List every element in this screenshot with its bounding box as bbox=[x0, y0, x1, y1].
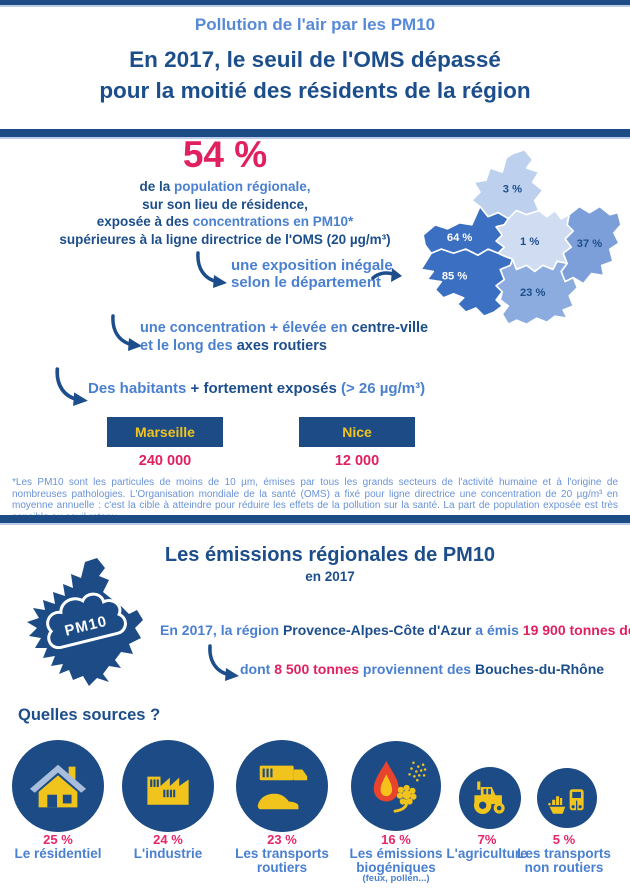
source-circle-biogenic bbox=[351, 741, 441, 831]
callout-exposed-dark: + fortement exposés bbox=[190, 380, 341, 397]
callout-highly-exposed: Des habitants + fortement exposés (> 26 … bbox=[88, 380, 425, 397]
callout-exposed-light2: (> 26 µg/m³) bbox=[341, 380, 426, 397]
source-circle-road-transport bbox=[236, 740, 328, 832]
exposed-population-description: de la population régionale, sur son lieu… bbox=[0, 178, 450, 248]
callout-city-line2-dark: axes routiers bbox=[236, 338, 327, 354]
city-value-nice: 12 000 bbox=[334, 453, 380, 469]
source-circle-agriculture bbox=[459, 767, 521, 829]
curved-arrow-icon bbox=[196, 251, 227, 288]
callout-city-concentration: une concentration + élevée en centre-vil… bbox=[140, 319, 428, 355]
map-label-var: 23 % bbox=[520, 287, 546, 299]
emissions-total-line: En 2017, la région Provence-Alpes-Côte d… bbox=[160, 622, 630, 638]
emissions-line1-tonnes: 19 900 tonnes de PM10 bbox=[522, 622, 630, 638]
callout-unequal-line2: selon le département bbox=[231, 274, 382, 291]
hero-line-2: sur son lieu de résidence, bbox=[142, 196, 308, 212]
source-circle-industry bbox=[122, 740, 214, 832]
emissions-bdr-line: dont 8 500 tonnes proviennent des Bouche… bbox=[240, 661, 604, 677]
hero-line-3: exposée à des concentrations en PM10* bbox=[0, 213, 450, 231]
header-rule bbox=[0, 129, 630, 139]
curved-arrow-icon bbox=[111, 314, 142, 351]
map-alpes-maritimes bbox=[560, 205, 622, 285]
source-circle-residential bbox=[12, 740, 104, 832]
map-vaucluse bbox=[422, 205, 510, 257]
source-pct: 25 % bbox=[43, 832, 73, 847]
fire-pollen-icon bbox=[373, 760, 427, 813]
right-arrow-icon bbox=[371, 268, 402, 282]
callout-city-line1-light: une concentration + élevée en bbox=[140, 320, 352, 336]
source-pct: 24 % bbox=[153, 832, 183, 847]
hero-line-3-light: concentrations en PM10* bbox=[192, 214, 354, 229]
curved-arrow-icon bbox=[208, 644, 239, 681]
map-label-vaucluse: 64 % bbox=[447, 232, 473, 244]
hero-line-1: de la population régionale, bbox=[0, 178, 450, 196]
emissions-line1-region: Provence-Alpes-Côte d'Azur bbox=[282, 622, 472, 638]
tractor-icon bbox=[473, 781, 505, 815]
page-title-line1: En 2017, le seuil de l'OMS dépassé bbox=[129, 47, 501, 72]
source-label-residential: 25 % Le résidentiel bbox=[3, 833, 113, 861]
emissions-subtitle: en 2017 bbox=[305, 569, 355, 584]
source-pct: 7% bbox=[477, 832, 497, 847]
page-title-line2: pour la moitié des résidents de la régio… bbox=[99, 78, 531, 103]
top-rule bbox=[0, 0, 630, 7]
pm10-cloud-icon: PM10 bbox=[46, 592, 127, 650]
source-label-agriculture: 7% L'agriculture bbox=[428, 833, 546, 861]
exposed-population-percentage: 54 % bbox=[182, 134, 268, 175]
truck-car-icon bbox=[257, 765, 308, 810]
page-title: En 2017, le seuil de l'OMS dépassé pour … bbox=[0, 44, 630, 106]
source-circle-non-road-transport bbox=[537, 768, 597, 828]
callout-unequal-exposure: une exposition inégale selon le départem… bbox=[231, 257, 393, 291]
city-value-marseille: 240 000 bbox=[138, 453, 192, 469]
hero-line-1-dark: de la bbox=[139, 179, 174, 194]
region-silhouette-pm10-cloud: PM10 bbox=[27, 558, 143, 686]
ship-train-icon bbox=[548, 789, 584, 814]
city-box-marseille: Marseille bbox=[107, 417, 223, 447]
source-name: Les transports non routiers bbox=[517, 846, 611, 875]
source-name: Les émissions biogéniques bbox=[349, 846, 443, 875]
curved-arrow-icon bbox=[55, 367, 88, 406]
map-label-alpes-de-haute-provence: 1 % bbox=[520, 236, 539, 248]
callout-unequal-line1: une exposition inégale bbox=[231, 257, 393, 274]
source-pct: 5 % bbox=[552, 832, 576, 847]
emissions-line2-light2: proviennent des bbox=[359, 661, 475, 677]
department-exposure-map: 3 % 1 % 37 % 64 % 85 % 23 % bbox=[420, 148, 622, 326]
emissions-line1-light2: a émis bbox=[471, 622, 523, 638]
callout-city-line2: et le long des axes routiers bbox=[140, 337, 428, 355]
callout-exposed-light1: Des habitants bbox=[88, 380, 191, 397]
emissions-title: Les émissions régionales de PM10 bbox=[164, 544, 496, 566]
hero-line-3-dark: exposée à des bbox=[96, 214, 193, 229]
emissions-line2-department: Bouches-du-Rhône bbox=[474, 661, 605, 677]
map-bouches-du-rhone bbox=[420, 248, 514, 317]
source-label-non-road-transport: 5 % Les transports non routiers bbox=[508, 833, 620, 874]
callout-city-line1: une concentration + élevée en centre-vil… bbox=[140, 319, 428, 337]
hero-line-1-light: population régionale, bbox=[174, 179, 311, 194]
hero-line-4: supérieures à la ligne directrice de l'O… bbox=[59, 231, 391, 247]
map-label-hautes-alpes: 3 % bbox=[503, 183, 522, 195]
kicker: Pollution de l'air par les PM10 bbox=[194, 15, 436, 34]
map-var bbox=[495, 258, 579, 326]
callout-city-line2-light: et le long des bbox=[140, 338, 237, 354]
map-label-bouches-du-rhone: 85 % bbox=[442, 271, 468, 283]
house-icon bbox=[29, 764, 87, 808]
map-label-alpes-maritimes: 37 % bbox=[577, 238, 603, 250]
emissions-line2-tonnes: 8 500 tonnes bbox=[274, 661, 360, 677]
section-divider bbox=[0, 515, 630, 525]
source-pct: 23 % bbox=[267, 832, 297, 847]
source-name: L'agriculture bbox=[446, 846, 528, 861]
callout-city-line1-dark: centre-ville bbox=[351, 320, 429, 336]
source-label-road-transport: 23 % Les transports routiers bbox=[227, 833, 337, 874]
source-name: Les transports routiers bbox=[235, 846, 329, 875]
source-label-biogenic: 16 % Les émissions biogéniques (feux, po… bbox=[338, 833, 454, 884]
emissions-line1-light1: En 2017, la région bbox=[160, 622, 283, 638]
source-pct: 16 % bbox=[381, 832, 411, 847]
factory-icon bbox=[147, 776, 189, 805]
city-box-nice: Nice bbox=[299, 417, 415, 447]
emissions-line2-light1: dont bbox=[240, 661, 275, 677]
source-label-industry: 24 % L'industrie bbox=[113, 833, 223, 861]
source-note: (feux, pollen...) bbox=[362, 873, 430, 884]
source-name: L'industrie bbox=[133, 846, 203, 861]
source-name: Le résidentiel bbox=[14, 846, 102, 861]
sources-heading: Quelles sources ? bbox=[18, 706, 161, 724]
